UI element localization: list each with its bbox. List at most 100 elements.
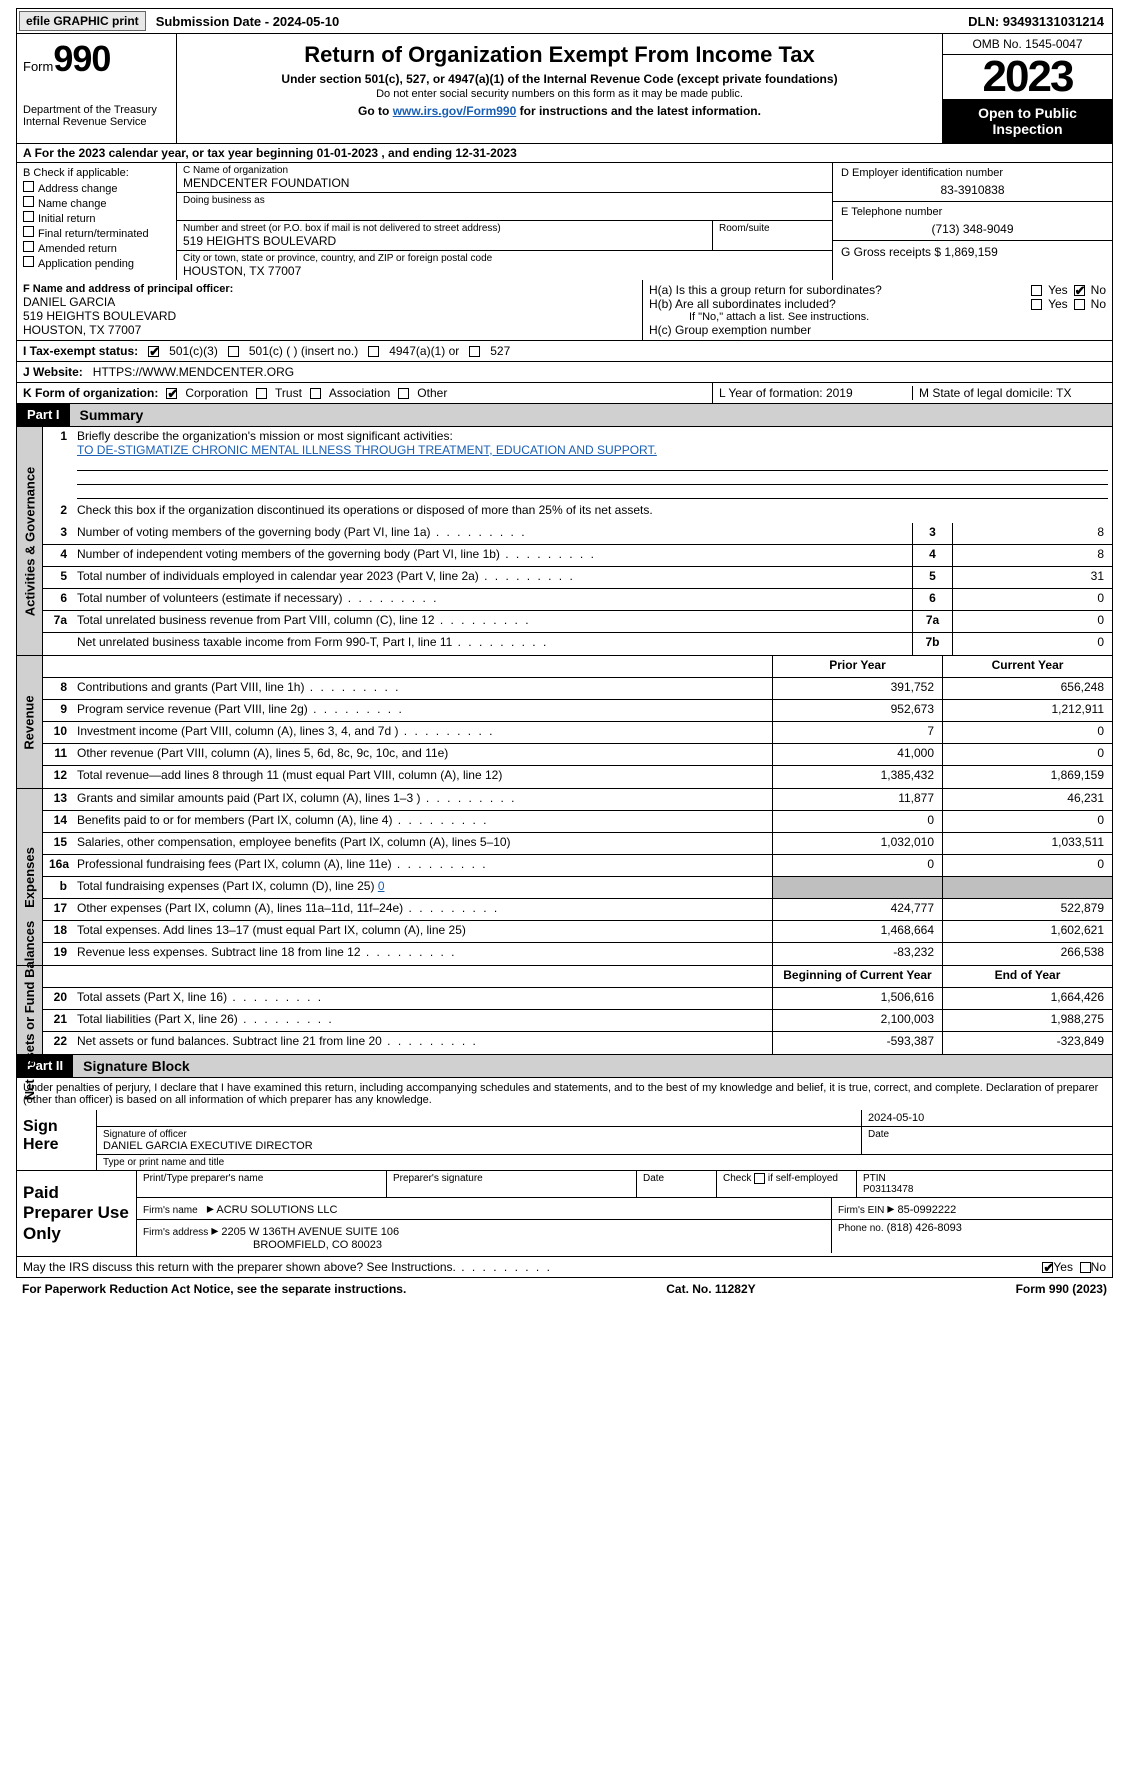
line22-text: Net assets or fund balances. Subtract li… [73, 1032, 772, 1054]
prep-phone: (818) 426-8093 [887, 1222, 962, 1234]
street-address: 519 HEIGHTS BOULEVARD [183, 234, 706, 248]
line5-text: Total number of individuals employed in … [73, 567, 912, 588]
line2-text: Check this box if the organization disco… [77, 503, 653, 517]
chk-501c3[interactable] [148, 346, 159, 357]
line12-prior: 1,385,432 [772, 766, 942, 788]
line16b-text: Total fundraising expenses (Part IX, col… [73, 877, 772, 898]
line16a-prior: 0 [772, 855, 942, 876]
chk-ha-yes[interactable] [1031, 285, 1042, 296]
officer-name: DANIEL GARCIA [23, 295, 636, 309]
type-print-label: Type or print name and title [97, 1155, 1112, 1170]
date-label: Date [868, 1129, 1106, 1140]
firm-addr1: 2205 W 136TH AVENUE SUITE 106 [221, 1226, 399, 1238]
officer-sig-name: DANIEL GARCIA EXECUTIVE DIRECTOR [103, 1140, 855, 1152]
street-label: Number and street (or P.O. box if mail i… [183, 223, 706, 234]
officer-street: 519 HEIGHTS BOULEVARD [23, 309, 636, 323]
sig-date: 2024-05-10 [862, 1110, 1112, 1126]
dln: DLN: 93493131031214 [960, 12, 1112, 31]
chk-association[interactable] [310, 388, 321, 399]
h-a-label: H(a) Is this a group return for subordin… [649, 283, 1025, 297]
chk-discuss-no[interactable] [1080, 1262, 1091, 1273]
line16b-current-shade [942, 877, 1112, 898]
irs-label: Internal Revenue Service [23, 116, 170, 128]
line14-current: 0 [942, 811, 1112, 832]
line3-value: 8 [952, 523, 1112, 544]
chk-address-change[interactable] [23, 181, 34, 192]
ptin-label: PTIN [863, 1173, 886, 1184]
chk-trust[interactable] [256, 388, 267, 399]
line12-text: Total revenue—add lines 8 through 11 (mu… [73, 766, 772, 788]
vtab-net-assets: Net Assets or Fund Balances [17, 966, 43, 1054]
chk-name-change[interactable] [23, 196, 34, 207]
part1-title: Summary [70, 404, 1112, 426]
line13-text: Grants and similar amounts paid (Part IX… [73, 789, 772, 810]
vtab-governance: Activities & Governance [17, 427, 43, 655]
prior-year-header: Prior Year [772, 656, 942, 677]
line10-current: 0 [942, 722, 1112, 743]
form990-link[interactable]: www.irs.gov/Form990 [393, 104, 517, 118]
firm-name: ACRU SOLUTIONS LLC [216, 1204, 337, 1216]
firm-ein: 85-0992222 [898, 1204, 957, 1216]
chk-final-return[interactable] [23, 226, 34, 237]
gross-receipts: G Gross receipts $ 1,869,159 [841, 245, 1104, 259]
chk-corporation[interactable] [166, 388, 177, 399]
line18-current: 1,602,621 [942, 921, 1112, 942]
efile-print-button[interactable]: efile GRAPHIC print [19, 11, 146, 31]
line6-value: 0 [952, 589, 1112, 610]
chk-hb-no[interactable] [1074, 299, 1085, 310]
ssn-note: Do not enter social security numbers on … [185, 88, 934, 100]
chk-501c-other[interactable] [228, 346, 239, 357]
form-org-label: K Form of organization: [23, 386, 158, 400]
chk-initial-return[interactable] [23, 211, 34, 222]
line11-text: Other revenue (Part VIII, column (A), li… [73, 744, 772, 765]
discuss-text: May the IRS discuss this return with the… [23, 1260, 1042, 1274]
state-domicile: M State of legal domicile: TX [912, 386, 1106, 400]
form-word: Form [23, 59, 53, 74]
line17-prior: 424,777 [772, 899, 942, 920]
year-formation: L Year of formation: 2019 [719, 386, 912, 400]
prep-name-label: Print/Type preparer's name [137, 1171, 387, 1197]
chk-hb-yes[interactable] [1031, 299, 1042, 310]
line21-text: Total liabilities (Part X, line 26) [73, 1010, 772, 1031]
line7a-text: Total unrelated business revenue from Pa… [73, 611, 912, 632]
fundraising-link[interactable]: 0 [378, 879, 385, 893]
tax-year: 2023 [943, 55, 1112, 99]
line9-prior: 952,673 [772, 700, 942, 721]
line-a-tax-year: A For the 2023 calendar year, or tax yea… [16, 144, 1113, 163]
line4-value: 8 [952, 545, 1112, 566]
open-public-badge: Open to Public Inspection [943, 99, 1112, 143]
h-b-note: If "No," attach a list. See instructions… [649, 311, 1106, 323]
chk-amended-return[interactable] [23, 241, 34, 252]
chk-ha-no[interactable] [1074, 285, 1085, 296]
paid-preparer-label: Paid Preparer Use Only [17, 1171, 137, 1256]
chk-self-employed[interactable] [754, 1173, 765, 1184]
h-c-label: H(c) Group exemption number [649, 323, 1106, 337]
line21-boy: 2,100,003 [772, 1010, 942, 1031]
line16a-current: 0 [942, 855, 1112, 876]
line15-text: Salaries, other compensation, employee b… [73, 833, 772, 854]
chk-discuss-yes[interactable] [1042, 1262, 1053, 1273]
mission-label: Briefly describe the organization's miss… [77, 429, 453, 443]
ein-value: 83-3910838 [841, 179, 1104, 197]
vtab-revenue: Revenue [17, 656, 43, 788]
firm-ein-label: Firm's EIN [838, 1205, 884, 1216]
dba-label: Doing business as [183, 195, 826, 206]
sig-officer-label: Signature of officer [103, 1129, 855, 1140]
form-number: 990 [53, 38, 110, 79]
goto-post: for instructions and the latest informat… [516, 104, 761, 118]
line10-text: Investment income (Part VIII, column (A)… [73, 722, 772, 743]
city-label: City or town, state or province, country… [183, 253, 826, 264]
line14-text: Benefits paid to or for members (Part IX… [73, 811, 772, 832]
line13-current: 46,231 [942, 789, 1112, 810]
chk-other-org[interactable] [398, 388, 409, 399]
line3-text: Number of voting members of the governin… [73, 523, 912, 544]
line7b-text: Net unrelated business taxable income fr… [73, 633, 912, 655]
chk-4947a1[interactable] [368, 346, 379, 357]
line9-current: 1,212,911 [942, 700, 1112, 721]
form-footer: Form 990 (2023) [1016, 1282, 1107, 1296]
chk-527[interactable] [469, 346, 480, 357]
boy-header: Beginning of Current Year [772, 966, 942, 987]
ptin-value: P03113478 [863, 1184, 913, 1195]
chk-application-pending[interactable] [23, 256, 34, 267]
form-header: Form990 Department of the Treasury Inter… [16, 34, 1113, 144]
